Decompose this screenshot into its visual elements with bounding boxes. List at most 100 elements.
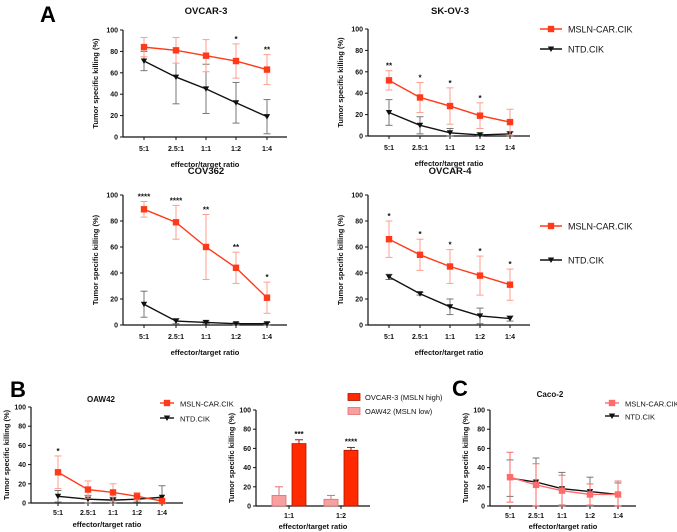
series-ovcar-3-msln-high- [291,439,359,507]
x-tick-label: 1:2 [475,334,485,341]
legend-label: OVCAR-3 (MSLN high) [365,393,443,402]
data-point [54,493,62,500]
significance-label: ** [233,243,240,252]
legend-label: NTD.CIK [625,413,655,422]
y-tick-label: 40 [477,465,485,472]
data-point [385,109,393,116]
y-tick-label: 80 [110,219,118,226]
y-tick-label: 80 [355,48,363,55]
legend-label: MSLN-CAR.CIK [568,222,633,232]
x-axis-label: effector/target ratio [415,348,484,357]
y-tick-label: 60 [18,443,26,450]
data-point [84,486,92,493]
x-tick-label: 1:1 [201,146,211,153]
x-tick-label: 1:2 [475,145,485,152]
data-point [476,313,484,319]
y-axis-label: Tumor specific killing (%) [2,409,11,500]
x-tick-label: 5:1 [384,145,394,152]
bar [291,443,307,507]
chart-oaw42: 0 20 40 60 80 100 5:1 2.5:1 1:1 1:2 1:4 effector/ta… [2,395,234,529]
significance-label: *** [294,430,304,439]
legend-marker [547,257,555,263]
y-tick-label: 20 [355,297,363,304]
data-point [202,86,210,92]
y-tick-label: 0 [22,501,26,508]
y-tick-label: 100 [14,405,26,412]
x-axis-label: effector/target ratio [529,522,598,531]
y-tick-label: 60 [110,70,118,77]
legend-swatch [347,393,361,401]
x-tick-label: 2.5:1 [168,334,184,341]
significance-label: **** [345,437,358,446]
y-tick-label: 20 [355,112,363,119]
x-axis-label: effector/target ratio [279,522,348,531]
y-tick-label: 40 [18,462,26,469]
y-tick-label: 100 [239,408,251,415]
chart-title: OAW42 [87,395,116,404]
x-tick-label: 1:1 [445,334,455,341]
data-point [476,272,484,279]
data-point [416,291,424,297]
significance-label: * [387,212,391,221]
data-point [446,304,454,310]
chart-caco-2: 0 20 40 60 80 100 5:1 2.5:1 1:1 1:2 1:4 effector/ta… [461,390,677,531]
x-tick-label: 5:1 [139,334,149,341]
x-tick-label: 1:1 [201,334,211,341]
legend-marker [608,399,616,407]
bar [323,498,339,507]
data-point [476,112,484,119]
x-tick-label: 5:1 [139,146,149,153]
y-tick-label: 100 [473,408,485,415]
x-tick-label: 1:1 [445,145,455,152]
data-point [140,206,148,213]
series-ntd-cik [506,457,622,507]
legend-marker [547,222,555,230]
y-tick-label: 60 [355,245,363,252]
y-tick-label: 20 [18,481,26,488]
data-point [232,264,240,271]
significance-label: * [448,241,452,250]
series-ntd-cik [140,290,271,327]
chart-cov362: 0 20 40 60 80 100 5:1 2.5:1 1:1 1:2 1:4 effector/ta… [91,166,287,357]
y-tick-label: 20 [110,297,118,304]
series-msln-car-cik [140,201,271,314]
data-point [446,130,454,136]
series-oaw42-msln-low- [271,486,339,507]
y-axis-label: Tumor specific killing (%) [91,214,100,305]
data-point [385,274,393,280]
legend-marker [163,415,171,421]
x-axis-label: effector/target ratio [415,159,484,168]
data-point [54,469,62,476]
y-tick-label: 100 [351,27,363,34]
y-axis-label: Tumor specific killing (%) [336,214,345,305]
data-point [614,491,622,498]
series-msln-car-cik [385,70,514,136]
data-point [263,321,271,327]
data-point [263,66,271,73]
significance-label: * [478,247,482,256]
significance-label: * [418,230,422,239]
y-axis-label: Tumor specific killing (%) [91,38,100,129]
x-tick-label: 2.5:1 [528,513,544,520]
data-point [172,74,180,81]
chart-ovcar-4: 0 20 40 60 80 100 5:1 2.5:1 1:1 1:2 1:4 effector/ta… [336,166,633,357]
significance-label: ** [386,62,393,71]
y-tick-label: 20 [243,484,251,491]
series-msln-car-cik [140,36,271,86]
y-tick-label: 100 [106,193,118,200]
bar [271,495,287,507]
data-point [202,319,210,326]
x-tick-label: 1:2 [231,334,241,341]
data-point [263,114,271,120]
y-tick-label: 80 [243,427,251,434]
y-axis-label: Tumor specific killing (%) [461,412,470,503]
legend-label: NTD.CIK [568,45,604,55]
significance-label: * [56,447,60,456]
chart-title: OVCAR-3 [185,6,228,17]
y-tick-label: 80 [355,219,363,226]
x-tick-label: 2.5:1 [412,334,428,341]
data-point [506,118,514,126]
data-point [558,487,566,494]
legend-marker [163,399,171,407]
significance-label: ** [203,206,210,215]
